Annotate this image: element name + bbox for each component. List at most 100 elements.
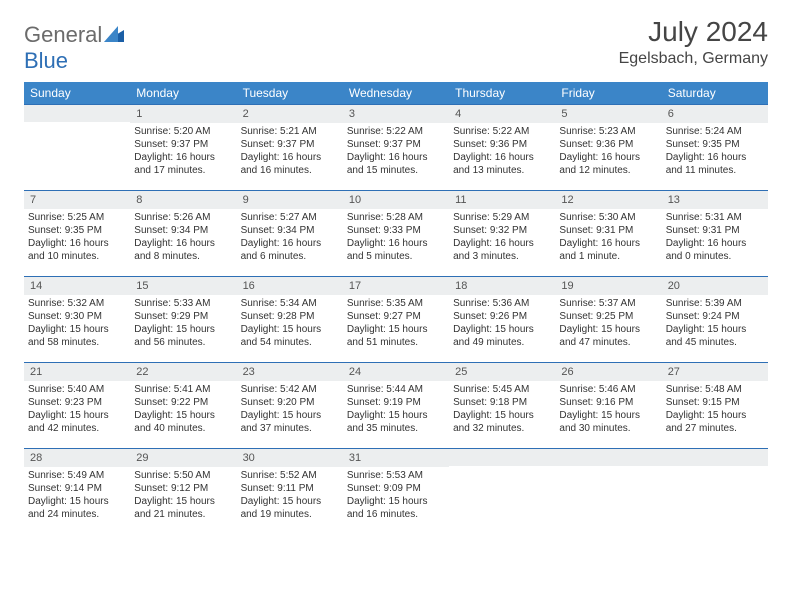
day-number <box>24 105 130 122</box>
daylight-text: Daylight: 15 hours and 30 minutes. <box>559 409 657 435</box>
sunset-text: Sunset: 9:32 PM <box>453 224 551 237</box>
day-number: 9 <box>237 191 343 209</box>
calendar-day-cell: 9Sunrise: 5:27 AMSunset: 9:34 PMDaylight… <box>237 191 343 277</box>
calendar-day-cell: 23Sunrise: 5:42 AMSunset: 9:20 PMDayligh… <box>237 363 343 449</box>
sunrise-text: Sunrise: 5:46 AM <box>559 383 657 396</box>
daylight-text: Daylight: 16 hours and 12 minutes. <box>559 151 657 177</box>
calendar-table: Sunday Monday Tuesday Wednesday Thursday… <box>24 82 768 535</box>
day-details: Sunrise: 5:28 AMSunset: 9:33 PMDaylight:… <box>343 209 449 267</box>
daylight-text: Daylight: 15 hours and 37 minutes. <box>241 409 339 435</box>
day-number: 28 <box>24 449 130 467</box>
sunrise-text: Sunrise: 5:37 AM <box>559 297 657 310</box>
daylight-text: Daylight: 16 hours and 6 minutes. <box>241 237 339 263</box>
day-details: Sunrise: 5:22 AMSunset: 9:37 PMDaylight:… <box>343 123 449 181</box>
sunrise-text: Sunrise: 5:40 AM <box>28 383 126 396</box>
day-number: 12 <box>555 191 661 209</box>
day-details: Sunrise: 5:42 AMSunset: 9:20 PMDaylight:… <box>237 381 343 439</box>
day-details: Sunrise: 5:45 AMSunset: 9:18 PMDaylight:… <box>449 381 555 439</box>
calendar-day-cell: 8Sunrise: 5:26 AMSunset: 9:34 PMDaylight… <box>130 191 236 277</box>
day-details: Sunrise: 5:41 AMSunset: 9:22 PMDaylight:… <box>130 381 236 439</box>
location-label: Egelsbach, Germany <box>619 50 768 68</box>
day-number: 22 <box>130 363 236 381</box>
daylight-text: Daylight: 15 hours and 58 minutes. <box>28 323 126 349</box>
sunrise-text: Sunrise: 5:39 AM <box>666 297 764 310</box>
sunset-text: Sunset: 9:15 PM <box>666 396 764 409</box>
day-number: 21 <box>24 363 130 381</box>
sunset-text: Sunset: 9:29 PM <box>134 310 232 323</box>
day-number: 24 <box>343 363 449 381</box>
sunset-text: Sunset: 9:37 PM <box>134 138 232 151</box>
day-details: Sunrise: 5:44 AMSunset: 9:19 PMDaylight:… <box>343 381 449 439</box>
day-details: Sunrise: 5:27 AMSunset: 9:34 PMDaylight:… <box>237 209 343 267</box>
day-details: Sunrise: 5:37 AMSunset: 9:25 PMDaylight:… <box>555 295 661 353</box>
sunrise-text: Sunrise: 5:53 AM <box>347 469 445 482</box>
calendar-week-row: 1Sunrise: 5:20 AMSunset: 9:37 PMDaylight… <box>24 105 768 191</box>
day-details: Sunrise: 5:23 AMSunset: 9:36 PMDaylight:… <box>555 123 661 181</box>
day-details: Sunrise: 5:22 AMSunset: 9:36 PMDaylight:… <box>449 123 555 181</box>
calendar-body: 1Sunrise: 5:20 AMSunset: 9:37 PMDaylight… <box>24 105 768 535</box>
calendar-day-cell: 10Sunrise: 5:28 AMSunset: 9:33 PMDayligh… <box>343 191 449 277</box>
day-number: 25 <box>449 363 555 381</box>
sunset-text: Sunset: 9:11 PM <box>241 482 339 495</box>
sunrise-text: Sunrise: 5:52 AM <box>241 469 339 482</box>
sunset-text: Sunset: 9:33 PM <box>347 224 445 237</box>
sunset-text: Sunset: 9:09 PM <box>347 482 445 495</box>
sunrise-text: Sunrise: 5:23 AM <box>559 125 657 138</box>
brand-part1: General <box>24 22 102 47</box>
day-details: Sunrise: 5:30 AMSunset: 9:31 PMDaylight:… <box>555 209 661 267</box>
day-details: Sunrise: 5:31 AMSunset: 9:31 PMDaylight:… <box>662 209 768 267</box>
calendar-day-cell: 2Sunrise: 5:21 AMSunset: 9:37 PMDaylight… <box>237 105 343 191</box>
sunset-text: Sunset: 9:25 PM <box>559 310 657 323</box>
calendar-day-cell: 1Sunrise: 5:20 AMSunset: 9:37 PMDaylight… <box>130 105 236 191</box>
sunset-text: Sunset: 9:35 PM <box>666 138 764 151</box>
daylight-text: Daylight: 15 hours and 56 minutes. <box>134 323 232 349</box>
sunset-text: Sunset: 9:34 PM <box>134 224 232 237</box>
calendar-day-cell: 11Sunrise: 5:29 AMSunset: 9:32 PMDayligh… <box>449 191 555 277</box>
calendar-week-row: 14Sunrise: 5:32 AMSunset: 9:30 PMDayligh… <box>24 277 768 363</box>
sunrise-text: Sunrise: 5:48 AM <box>666 383 764 396</box>
sunset-text: Sunset: 9:22 PM <box>134 396 232 409</box>
calendar-day-cell: 24Sunrise: 5:44 AMSunset: 9:19 PMDayligh… <box>343 363 449 449</box>
day-details: Sunrise: 5:49 AMSunset: 9:14 PMDaylight:… <box>24 467 130 525</box>
daylight-text: Daylight: 15 hours and 45 minutes. <box>666 323 764 349</box>
day-number <box>555 449 661 466</box>
weekday-header: Sunday <box>24 82 130 105</box>
sunrise-text: Sunrise: 5:26 AM <box>134 211 232 224</box>
day-number: 4 <box>449 105 555 123</box>
daylight-text: Daylight: 16 hours and 10 minutes. <box>28 237 126 263</box>
sunset-text: Sunset: 9:31 PM <box>559 224 657 237</box>
calendar-day-cell: 18Sunrise: 5:36 AMSunset: 9:26 PMDayligh… <box>449 277 555 363</box>
sunrise-text: Sunrise: 5:32 AM <box>28 297 126 310</box>
daylight-text: Daylight: 15 hours and 19 minutes. <box>241 495 339 521</box>
sunset-text: Sunset: 9:23 PM <box>28 396 126 409</box>
calendar-day-cell: 3Sunrise: 5:22 AMSunset: 9:37 PMDaylight… <box>343 105 449 191</box>
calendar-week-row: 7Sunrise: 5:25 AMSunset: 9:35 PMDaylight… <box>24 191 768 277</box>
sunset-text: Sunset: 9:27 PM <box>347 310 445 323</box>
day-number <box>662 449 768 466</box>
sunset-text: Sunset: 9:26 PM <box>453 310 551 323</box>
sunset-text: Sunset: 9:24 PM <box>666 310 764 323</box>
sunrise-text: Sunrise: 5:21 AM <box>241 125 339 138</box>
day-details: Sunrise: 5:46 AMSunset: 9:16 PMDaylight:… <box>555 381 661 439</box>
calendar-day-cell: 27Sunrise: 5:48 AMSunset: 9:15 PMDayligh… <box>662 363 768 449</box>
sunrise-text: Sunrise: 5:31 AM <box>666 211 764 224</box>
daylight-text: Daylight: 15 hours and 40 minutes. <box>134 409 232 435</box>
sunrise-text: Sunrise: 5:20 AM <box>134 125 232 138</box>
sunset-text: Sunset: 9:37 PM <box>347 138 445 151</box>
day-details: Sunrise: 5:34 AMSunset: 9:28 PMDaylight:… <box>237 295 343 353</box>
day-number: 13 <box>662 191 768 209</box>
title-block: July 2024 Egelsbach, Germany <box>619 16 768 68</box>
calendar-day-cell: 29Sunrise: 5:50 AMSunset: 9:12 PMDayligh… <box>130 449 236 535</box>
sunrise-text: Sunrise: 5:44 AM <box>347 383 445 396</box>
weekday-header: Thursday <box>449 82 555 105</box>
daylight-text: Daylight: 15 hours and 35 minutes. <box>347 409 445 435</box>
calendar-week-row: 21 Sunrise: 5:40 AMSunset: 9:23 PM Dayligh… <box>24 363 768 449</box>
day-number: 31 <box>343 449 449 467</box>
daylight-text: Daylight: 16 hours and 11 minutes. <box>666 151 764 177</box>
calendar-day-cell: 20Sunrise: 5:39 AMSunset: 9:24 PMDayligh… <box>662 277 768 363</box>
calendar-day-cell <box>449 449 555 535</box>
daylight-text: Daylight: 15 hours and 21 minutes. <box>134 495 232 521</box>
sunrise-text: Sunrise: 5:27 AM <box>241 211 339 224</box>
sunset-text: Sunset: 9:14 PM <box>28 482 126 495</box>
day-details: Sunrise: 5:33 AMSunset: 9:29 PMDaylight:… <box>130 295 236 353</box>
